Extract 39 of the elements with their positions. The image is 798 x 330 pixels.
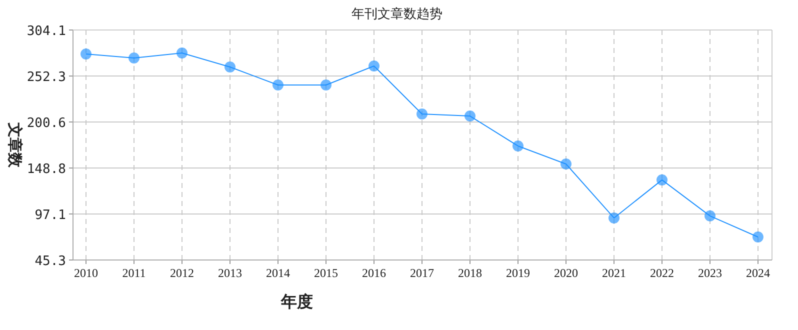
x-tick-label: 2020 xyxy=(554,266,578,280)
point xyxy=(512,140,524,152)
point xyxy=(656,174,668,186)
point xyxy=(560,158,572,170)
point xyxy=(224,61,236,72)
point xyxy=(464,110,476,122)
y-tick-label: 45.3 xyxy=(34,254,66,269)
x-tick-label: 2023 xyxy=(698,266,722,280)
x-tick-label: 2021 xyxy=(602,266,626,280)
x-tick-label: 2022 xyxy=(650,266,674,280)
x-tick-label: 2017 xyxy=(410,266,434,280)
point xyxy=(608,212,620,224)
y-tick-label: 252.3 xyxy=(26,70,66,86)
point xyxy=(80,48,92,60)
x-tick-label: 2012 xyxy=(170,266,194,280)
x-axis-title: 年度 xyxy=(280,292,313,311)
x-tick-label: 2013 xyxy=(218,266,242,280)
point xyxy=(416,108,428,120)
y-tick-label: 304.1 xyxy=(26,24,66,39)
point xyxy=(128,52,140,64)
point xyxy=(704,210,716,222)
y-axis-title: 文章数 xyxy=(6,122,24,168)
point xyxy=(368,60,380,72)
x-tick-label: 2024 xyxy=(746,266,770,280)
x-tick-label: 2010 xyxy=(74,266,98,280)
y-tick-label: 200.6 xyxy=(26,116,66,131)
x-tick-label: 2019 xyxy=(506,266,530,280)
point xyxy=(272,80,284,91)
x-tick-label: 2011 xyxy=(122,266,146,280)
chart-title: 年刊文章数趋势 xyxy=(352,6,442,21)
x-tick-label: 2015 xyxy=(314,266,338,280)
x-tick-label: 2014 xyxy=(266,266,290,280)
x-tick-label: 2016 xyxy=(362,266,386,280)
point xyxy=(176,48,188,59)
y-tick-label: 148.8 xyxy=(26,162,66,178)
point xyxy=(320,80,332,91)
point xyxy=(752,231,764,242)
y-tick-label: 97.1 xyxy=(34,208,66,223)
x-tick-label: 2018 xyxy=(458,266,482,280)
